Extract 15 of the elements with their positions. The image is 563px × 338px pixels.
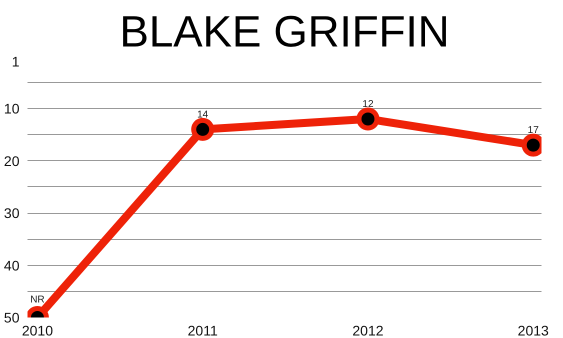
y-tick-label: 1 [12,54,20,70]
x-tick-label: 2012 [352,322,384,338]
x-tick-label: 2010 [22,322,54,338]
chart-title: BLAKE GRIFFIN [119,8,450,56]
data-label: 12 [362,98,374,110]
y-tick-label: 10 [4,100,20,117]
y-tick-label: 20 [4,152,20,169]
y-tick-label: 30 [4,205,20,222]
y-tick-label: 40 [4,257,20,274]
x-tick-label: 2013 [518,322,550,338]
data-label: 14 [197,109,209,120]
x-tick-label: 2011 [188,322,218,338]
data-label: 17 [528,125,540,136]
y-tick-label: 50 [4,310,20,326]
data-label: NR [30,294,45,306]
